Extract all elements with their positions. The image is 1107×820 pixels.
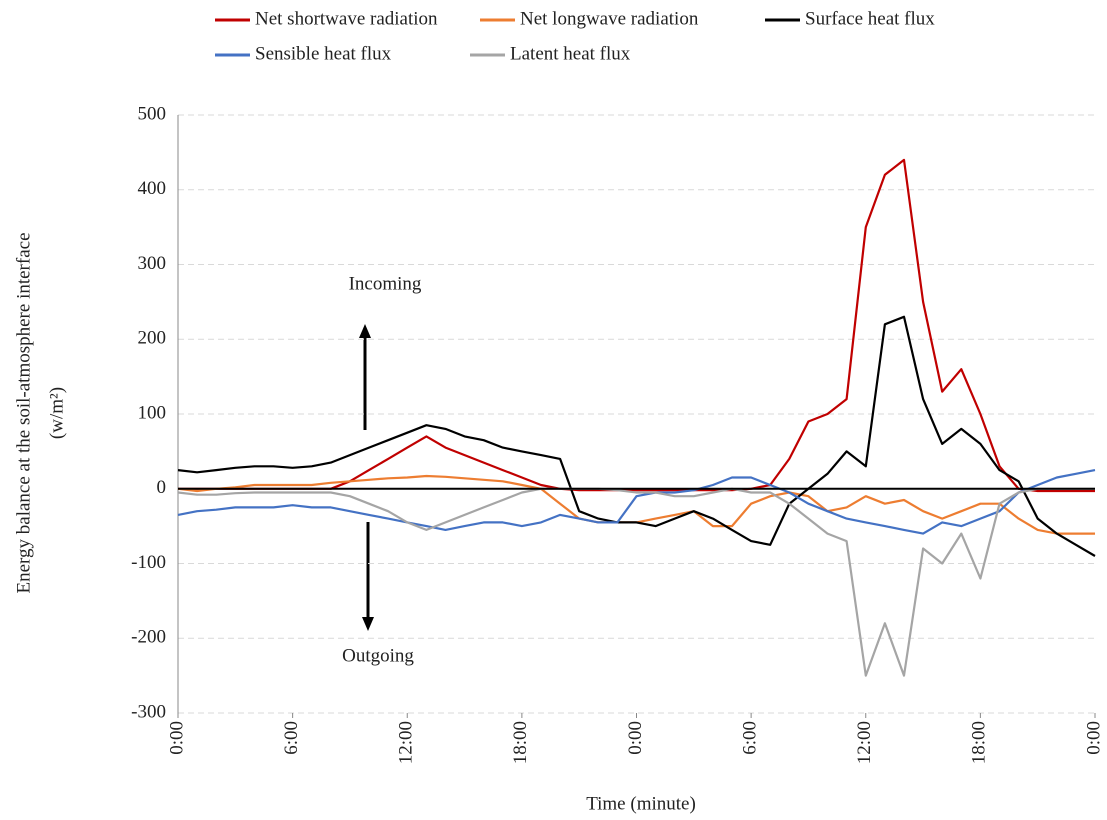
x-tick-label: 18:00 [510,721,531,764]
arrow-head [359,324,371,338]
legend-label: Latent heat flux [510,43,631,64]
y-tick-label: 200 [138,328,167,349]
x-tick-label: 0:00 [1083,721,1104,755]
x-tick-label: 12:00 [396,721,417,764]
y-tick-label: 0 [157,477,167,498]
series-line [178,158,1095,493]
annotation: Incoming [349,273,422,294]
x-tick-label: 18:00 [969,721,990,764]
x-tick-label: 0:00 [625,721,646,755]
y-tick-label: 400 [138,178,167,199]
y-tick-label: 100 [138,402,167,423]
series-line [177,315,1096,557]
y-tick-label: 500 [138,103,167,124]
series-line [177,487,1095,677]
x-tick-label: 0:00 [166,721,187,755]
series-line [177,469,1096,535]
y-tick-label: -100 [131,552,166,573]
legend-label: Surface heat flux [805,8,935,29]
x-tick-label: 6:00 [281,721,302,755]
y-axis-label: Energy balance at the soil-atmosphere in… [13,232,34,593]
annotation: Outgoing [342,645,414,666]
arrow-head [362,617,374,631]
y-tick-label: 300 [138,253,167,274]
y-axis-unit: (w/m²) [46,387,67,439]
legend-label: Sensible heat flux [255,43,392,64]
x-tick-label: 12:00 [854,721,875,764]
y-tick-label: -300 [131,701,166,722]
x-axis-label: Time (minute) [586,793,696,814]
legend-label: Net longwave radiation [520,8,699,29]
x-tick-label: 6:00 [739,721,760,755]
y-tick-label: -200 [131,627,166,648]
legend-label: Net shortwave radiation [255,8,438,29]
